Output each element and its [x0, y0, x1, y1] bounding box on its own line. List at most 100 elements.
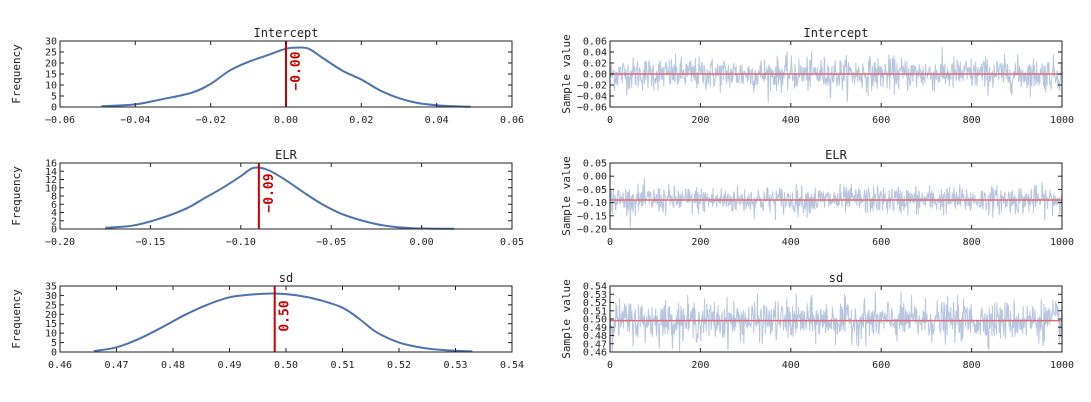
elr-trace-ytick-label: −0.20	[577, 225, 607, 236]
intercept-trace-xtick-label: 400	[782, 115, 800, 126]
intercept-trace-ytick-label: 0.00	[583, 70, 607, 81]
intercept-density-xtick-label: −0.04	[120, 115, 150, 126]
intercept-trace-xtick-label: 600	[872, 115, 890, 126]
elr-density-ytick-label: 10	[45, 183, 57, 194]
intercept-density-ytick-label: 5	[51, 92, 57, 103]
intercept-density-xtick-label: −0.02	[196, 115, 226, 126]
intercept-trace-ytick-label: 0.06	[583, 37, 607, 48]
intercept-trace-ytick-label: 0.02	[583, 59, 607, 70]
intercept-density-title: Intercept	[253, 26, 318, 40]
sd-density-ytick-label: 30	[45, 291, 57, 302]
intercept-density-xtick-label: 0.04	[425, 115, 449, 126]
intercept-trace-xtick-label: 1000	[1050, 115, 1074, 126]
elr-trace-xtick-label: 200	[691, 237, 709, 248]
sd-trace-xtick-label: 800	[963, 360, 981, 371]
sd-density-xtick-label: 0.47	[104, 360, 128, 371]
intercept-density-xtick-label: −0.06	[45, 115, 75, 126]
elr-density-xtick-label: −0.05	[316, 237, 346, 248]
elr-density-ytick-label: 14	[45, 167, 57, 178]
sd-trace-trace-line	[609, 291, 1062, 353]
sd-trace-ytick-label: 0.46	[583, 348, 607, 359]
sd-density-ytick-label: 0	[51, 348, 57, 359]
intercept-density-ytick-label: 20	[45, 59, 57, 70]
intercept-density-ytick-label: 15	[45, 70, 57, 81]
sd-trace-ytick-label: 0.50	[583, 315, 607, 326]
elr-trace-ytick-label: −0.10	[577, 198, 607, 209]
elr-trace-xtick-label: 400	[782, 237, 800, 248]
intercept-density-ylabel: Frequency	[10, 44, 23, 104]
elr-density-title: ELR	[275, 148, 297, 162]
elr-density-ytick-label: 8	[51, 192, 57, 203]
elr-trace-panel: ELR Sample value 0 200 400 600 800 1000 −0.20 −0.…	[560, 148, 1074, 248]
sd-density-density-line	[93, 292, 473, 353]
sd-trace-xtick-label: 200	[691, 360, 709, 371]
elr-density-ylabel: Frequency	[10, 166, 23, 226]
sd-trace-ytick-label: 0.49	[583, 323, 607, 334]
sd-trace-ytick-label: 0.54	[583, 282, 607, 293]
sd-trace-ytick-label: 0.48	[583, 331, 607, 342]
intercept-trace-ytick-label: 0.04	[583, 48, 607, 59]
elr-trace-ytick-label: 0.00	[583, 172, 607, 183]
sd-trace-ylabel: Sample value	[560, 279, 573, 358]
intercept-density-ytick-label: 10	[45, 81, 57, 92]
sd-density-mean-annotation: 0.50	[278, 300, 293, 331]
elr-trace-ytick-label: −0.05	[577, 185, 607, 196]
sd-density-xtick-label: 0.54	[500, 360, 524, 371]
sd-density-xtick-label: 0.50	[274, 360, 298, 371]
elr-density-panel: ELR Frequency −0.09 −0.20 −0.15 −0.10 −0.05 0.0…	[10, 148, 524, 248]
sd-trace-xtick-label: 0	[607, 360, 613, 371]
sd-trace-ytick-label: 0.53	[583, 290, 607, 301]
elr-trace-title: ELR	[825, 148, 847, 162]
sd-trace-ytick-label: 0.51	[583, 306, 607, 317]
sd-trace-xtick-label: 600	[872, 360, 890, 371]
sd-density-ytick-label: 5	[51, 338, 57, 349]
sd-trace-xtick-label: 1000	[1050, 360, 1074, 371]
elr-density-xtick-label: −0.20	[45, 237, 75, 248]
sd-density-xtick-label: 0.48	[161, 360, 185, 371]
sd-density-xtick-label: 0.46	[48, 360, 72, 371]
elr-trace-xtick-label: 0	[607, 237, 613, 248]
elr-trace-frame	[609, 162, 1063, 230]
intercept-density-mean-annotation: −0.00	[289, 51, 304, 90]
sd-trace-xtick-label: 400	[782, 360, 800, 371]
elr-trace-xtick-label: 800	[963, 237, 981, 248]
elr-trace-xtick-label: 1000	[1050, 237, 1074, 248]
sd-density-panel: sd Frequency 0.50 0.46 0.47 0.48 0.49 0.50 0.51 0…	[10, 271, 524, 371]
sd-density-title: sd	[279, 271, 293, 285]
elr-trace-trace-line	[609, 178, 1062, 228]
intercept-trace-ytick-label: −0.04	[577, 92, 607, 103]
elr-trace-ytick-label: −0.15	[577, 211, 607, 222]
elr-density-xtick-label: 0.00	[410, 237, 434, 248]
sd-density-xtick-label: 0.53	[443, 360, 467, 371]
intercept-density-xtick-label: 0.00	[274, 115, 298, 126]
elr-density-xtick-label: −0.15	[135, 237, 165, 248]
intercept-density-ytick-label: 30	[45, 37, 57, 48]
elr-density-ytick-label: 12	[45, 175, 57, 186]
elr-trace-ylabel: Sample value	[560, 156, 573, 235]
intercept-trace-xtick-label: 200	[691, 115, 709, 126]
intercept-trace-trace-line	[609, 46, 1062, 103]
intercept-trace-title: Intercept	[803, 26, 868, 40]
sd-density-ytick-label: 25	[45, 300, 57, 311]
sd-density-ylabel: Frequency	[10, 289, 23, 349]
intercept-trace-xtick-label: 800	[963, 115, 981, 126]
sd-density-ytick-label: 15	[45, 319, 57, 330]
intercept-density-density-line	[101, 46, 471, 108]
elr-density-xtick-label: −0.10	[226, 237, 256, 248]
sd-density-ytick-label: 35	[45, 282, 57, 293]
intercept-trace-ytick-label: −0.06	[577, 103, 607, 114]
elr-density-ytick-label: 0	[51, 225, 57, 236]
elr-density-mean-annotation: −0.09	[262, 173, 277, 212]
intercept-density-panel: Intercept Frequency −0.00 −0.06 −0.04 −0.02 0.…	[10, 26, 524, 126]
intercept-density-ytick-label: 25	[45, 48, 57, 59]
elr-density-ytick-label: 2	[51, 216, 57, 227]
intercept-density-xtick-label: 0.02	[349, 115, 373, 126]
intercept-density-ytick-label: 0	[51, 103, 57, 114]
sd-density-xtick-label: 0.51	[330, 360, 354, 371]
sd-density-ytick-label: 20	[45, 310, 57, 321]
sd-trace-title: sd	[829, 271, 843, 285]
sd-trace-ytick-label: 0.52	[583, 298, 607, 309]
elr-density-density-line	[105, 166, 455, 230]
elr-density-ytick-label: 4	[51, 208, 57, 219]
